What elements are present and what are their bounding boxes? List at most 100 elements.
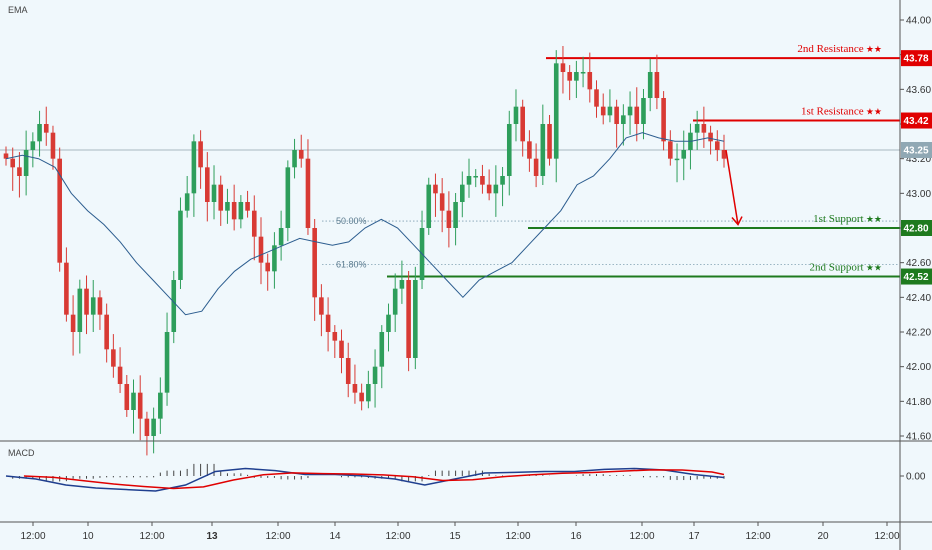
candle-body [708,132,713,142]
level-label: 1st Resistance ★★ [801,106,882,118]
candle-body [292,150,297,168]
candle [151,407,156,454]
candle [339,329,344,374]
candle-body [580,72,586,74]
candle [520,99,525,157]
candle [144,411,150,456]
candle-body [50,132,56,159]
candle-body [205,167,210,202]
y-tick-label: 43.20 [906,154,931,165]
candle-body [272,245,277,272]
macd-tick-label: 0.00 [906,472,926,483]
x-tick-label: 16 [570,531,582,542]
candle-body [493,184,499,194]
candle-body [345,358,351,384]
level-stars: ★★ [864,107,882,117]
level-name: 2nd Resistance [797,43,863,55]
candle-body [352,384,358,393]
ema-indicator-label[interactable]: EMA [8,5,28,15]
candle-body [372,366,378,384]
candle-body [111,349,116,367]
candle [245,190,250,218]
candle [171,270,177,344]
candle-body [392,288,398,315]
candle [238,195,244,229]
candle-body [500,176,505,185]
candle [426,177,432,235]
candle [567,65,572,101]
candle-body [600,106,606,116]
candle-body [386,314,391,332]
candle [285,160,291,242]
candle [205,152,210,222]
macd-indicator-label[interactable]: MACD [8,448,35,458]
candle [117,347,123,394]
candle [345,342,351,398]
candle [90,280,96,332]
level-price-tag-label: 43.78 [903,54,928,65]
candle [104,303,109,363]
candle-body [325,314,331,332]
candle-body [10,158,16,168]
level-label: 1st Support ★★ [813,213,882,225]
candle [480,164,485,194]
candle [305,139,311,235]
candle-body [339,340,344,358]
candle-body [527,141,532,159]
macd-line [5,467,725,492]
ema-line [5,132,725,316]
candle-body [506,124,512,176]
candle-body [319,297,324,315]
candle [359,383,364,411]
candle-body [379,332,385,367]
candle [661,91,666,151]
candle [137,375,143,441]
candle [533,143,539,188]
candle-body [285,167,291,228]
candle-body [137,392,143,419]
candle-body [184,193,190,211]
candle [681,130,687,181]
candle [77,279,83,354]
candle [580,56,586,88]
x-tick-label: 12:00 [629,531,654,542]
candle [406,270,411,372]
candle-body [674,158,680,161]
candle [594,80,599,118]
candle [251,195,257,261]
candle [607,89,613,123]
candle [386,303,391,352]
candle [225,188,230,224]
current-price-tag-label: 43.25 [903,146,928,157]
level-price-tag [901,268,932,285]
candle-body [124,384,130,410]
candle-body [77,288,83,332]
candle-body [84,288,89,315]
candle [319,284,324,337]
level-stars: ★★ [864,263,882,273]
candle-body [57,158,62,263]
candle-body [560,63,566,72]
candle [493,165,499,217]
candle-body [359,392,364,402]
level-stars: ★★ [864,214,882,224]
candle-body [258,236,264,263]
y-tick-label: 42.60 [906,258,931,269]
candle-body [486,184,492,194]
candle-body [681,150,687,159]
x-tick-label: 17 [688,531,700,542]
x-tick-label: 14 [329,531,341,542]
candle [721,134,727,168]
candle [694,110,700,150]
candle-body [594,89,599,107]
candle-body [647,72,653,98]
candle [198,130,203,189]
candle [325,297,331,352]
candle [184,176,190,218]
x-tick-label: 12:00 [385,531,410,542]
candle-body [453,202,458,228]
x-tick-label: 12:00 [745,531,770,542]
candle [131,379,136,434]
level-name: 1st Resistance [801,106,864,118]
